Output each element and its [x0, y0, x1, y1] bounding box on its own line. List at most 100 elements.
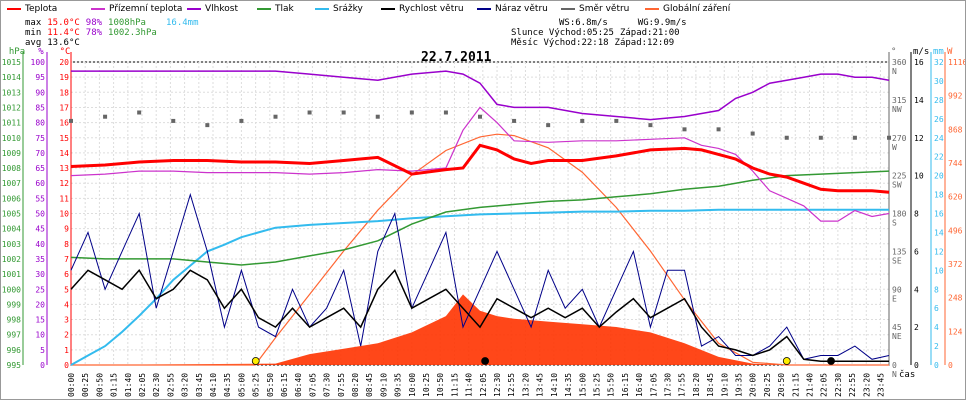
x-tick-label: 03:20 — [181, 373, 190, 397]
plot-layer — [69, 70, 891, 366]
pressure-tick-label: 1001 — [2, 270, 21, 279]
stats-min-hum: 78% — [85, 28, 103, 38]
temperature-tick-label: 16 — [59, 119, 69, 128]
legend-item-pressure: Tlak — [257, 4, 294, 14]
rain-tick-label: 4 — [934, 323, 939, 332]
wind-tick-label: 12 — [914, 134, 924, 143]
legend-item-wind-speed: Rychlost větru — [381, 4, 464, 14]
sunset-marker — [782, 357, 791, 365]
x-tick-label: 15:50 — [607, 373, 616, 397]
pressure-tick-label: 1000 — [2, 285, 21, 294]
wind-dir-point — [239, 118, 244, 123]
stats-max: max 15.0°C 98% 1008hPa 16.4mm — [25, 18, 205, 28]
rain-tick-label: 30 — [934, 77, 944, 86]
moonset-marker — [481, 357, 490, 365]
humidity-tick-label: 65 — [35, 164, 45, 173]
wind-tick-label: 16 — [914, 58, 924, 67]
direction-dir-label: NW — [892, 105, 902, 114]
rain-tick-label: 12 — [934, 247, 944, 256]
temperature-tick-label: 19 — [59, 73, 69, 82]
rain-axis-unit: mm — [933, 47, 944, 57]
x-tick-label: 17:05 — [649, 373, 658, 397]
temperature-tick-label: 13 — [59, 164, 69, 173]
wind-dir-point — [443, 110, 448, 115]
humidity-tick-label: 40 — [35, 240, 45, 249]
stats-min-temp: 11.4°C — [47, 28, 80, 38]
pressure-tick-label: 997 — [7, 331, 22, 340]
rain-tick-label: 28 — [934, 96, 944, 105]
x-tick-label: 19:35 — [734, 373, 743, 397]
temperature-axis-unit: °C — [60, 47, 71, 57]
x-tick-label: 05:00 — [237, 373, 246, 397]
x-tick-label: 06:40 — [294, 373, 303, 397]
temperature-tick-label: 12 — [59, 179, 69, 188]
x-tick-label: 18:45 — [706, 373, 715, 397]
moonset-time: Západ:12:09 — [614, 38, 675, 48]
radiation-tick-label: 496 — [948, 226, 963, 235]
wind-dir-point — [69, 118, 73, 123]
legend-item-ground-temp: Přízemní teplota — [91, 4, 182, 14]
axes-layer: 00:00 00:25 00:50 01:15 01:40 02:05 02:30 02:55… — [2, 47, 965, 397]
humidity-tick-label: 100 — [31, 58, 46, 67]
x-tick-label: 10:25 — [422, 373, 431, 397]
rain-tick-label: 24 — [934, 134, 944, 143]
rain-tick-label: 22 — [934, 153, 944, 162]
x-tick-label: 20:50 — [777, 373, 786, 397]
direction-dir-label: SW — [892, 181, 902, 190]
pressure-tick-label: 1005 — [2, 210, 21, 219]
wind-dir-point — [512, 118, 517, 123]
x-tick-label: 12:05 — [479, 373, 488, 397]
pressure-tick-label: 1012 — [2, 103, 21, 112]
x-tick-label: 02:05 — [138, 373, 147, 397]
pressure-tick-label: 1003 — [2, 240, 21, 249]
wind-dir-point — [103, 114, 108, 119]
temperature-tick-label: 4 — [64, 300, 69, 309]
moonrise-marker — [827, 357, 835, 365]
radiation-tick-label: 620 — [948, 193, 963, 202]
direction-tick-label: 360 — [892, 58, 907, 67]
radiation-tick-label: 248 — [948, 294, 963, 303]
x-tick-label: 00:25 — [81, 373, 90, 397]
humidity-tick-label: 35 — [35, 255, 45, 264]
rain-tick-label: 18 — [934, 191, 944, 200]
wind-tick-label: 2 — [914, 323, 919, 332]
x-tick-label: 04:35 — [223, 373, 232, 397]
x-tick-label: 07:30 — [323, 373, 332, 397]
x-tick-label: 09:10 — [379, 373, 388, 397]
sunrise-marker — [251, 357, 260, 365]
x-tick-label: 08:20 — [351, 373, 360, 397]
humidity-tick-label: 20 — [35, 300, 45, 309]
x-tick-label: 14:10 — [550, 373, 559, 397]
temperature-tick-label: 14 — [59, 149, 69, 158]
radiation-axis-unit: W — [947, 47, 953, 57]
x-tick-label: 05:50 — [266, 373, 275, 397]
humidity-tick-label: 0 — [40, 361, 45, 370]
x-tick-label: 17:30 — [663, 373, 672, 397]
wind-tick-label: 0 — [914, 361, 919, 370]
x-tick-label: 22:05 — [820, 373, 829, 397]
sunrise-time: Slunce Východ:05:25 — [511, 28, 614, 38]
pressure-tick-label: 1015 — [2, 58, 21, 67]
temperature-tick-label: 2 — [64, 331, 69, 340]
temperature-tick-label: 0 — [64, 361, 69, 370]
sunset-time: Západ:21:00 — [619, 28, 680, 38]
x-tick-label: 21:15 — [791, 373, 800, 397]
stats-max-label: max — [25, 18, 42, 28]
direction-dir-label: SE — [892, 256, 902, 265]
temperature-tick-label: 15 — [59, 134, 69, 143]
pressure-tick-label: 1007 — [2, 179, 21, 188]
sun-moon-block: WS:6.8m/s WG:9.9m/s Slunce Východ:05:25 Zá… — [511, 18, 693, 48]
temperature-tick-label: 11 — [59, 194, 69, 203]
wind-dir-point — [887, 135, 891, 140]
x-tick-label: 18:20 — [692, 373, 701, 397]
x-tick-label: 11:40 — [465, 373, 474, 397]
rain-tick-label: 6 — [934, 304, 939, 313]
x-tick-label: 13:45 — [536, 373, 545, 397]
x-tick-label: 06:15 — [280, 373, 289, 397]
legend-item-rain: Srážky — [315, 4, 363, 14]
temperature-tick-label: 18 — [59, 88, 69, 97]
wind-tick-label: 10 — [914, 172, 924, 181]
humidity-tick-label: 50 — [35, 210, 45, 219]
direction-tick-label: 180 — [892, 210, 907, 219]
ground-temp-line — [70, 106, 890, 222]
